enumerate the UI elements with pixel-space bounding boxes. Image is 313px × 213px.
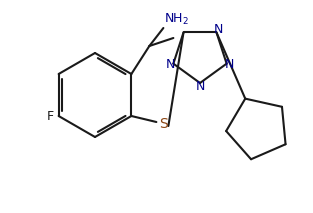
- Text: S: S: [159, 117, 168, 131]
- Text: N: N: [225, 58, 234, 71]
- Text: F: F: [47, 109, 54, 122]
- Text: N: N: [166, 58, 175, 71]
- Text: NH$_2$: NH$_2$: [164, 12, 189, 27]
- Text: N: N: [195, 79, 205, 92]
- Text: N: N: [213, 23, 223, 36]
